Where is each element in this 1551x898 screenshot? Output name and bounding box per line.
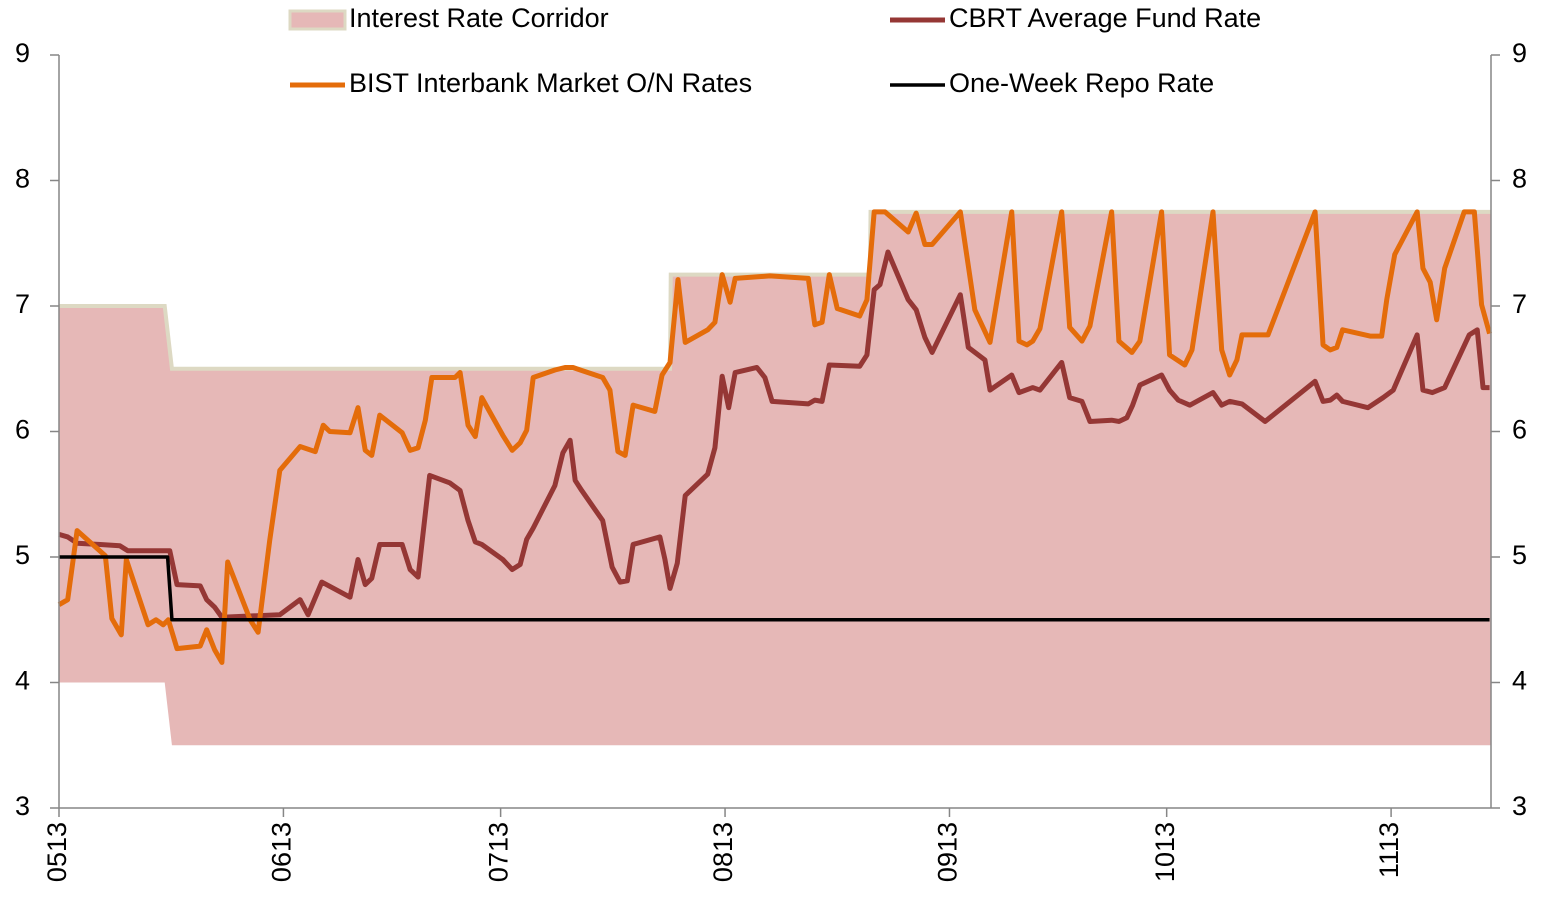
y2-tick-label: 9 [1512,38,1527,68]
series-line [58,249,1490,620]
x-tick-label: 1013 [1150,822,1180,882]
y2-tick-label: 5 [1512,540,1527,570]
y2-tick-label: 3 [1512,791,1527,821]
x-tick-label: 0713 [484,822,514,882]
x-tick-label: 1113 [1374,822,1404,878]
y-tick-label: 9 [15,38,30,68]
y-tick-label: 3 [15,791,30,821]
x-tick-label: 0813 [708,822,738,882]
y-tick-label: 8 [15,164,30,194]
x-tick-label: 0913 [933,822,963,882]
legend-label: BIST Interbank Market O/N Rates [349,68,752,98]
y-tick-label: 7 [15,289,30,319]
x-tick-label: 0613 [267,822,297,882]
corridor-edge [59,209,1491,371]
legend-swatch [288,9,347,31]
series-line [59,555,1490,622]
y2-tick-label: 8 [1512,164,1527,194]
y2-tick-label: 7 [1512,289,1527,319]
y-tick-label: 5 [15,540,30,570]
legend-label: CBRT Average Fund Rate [949,3,1261,33]
legend-label: One-Week Repo Rate [949,68,1214,98]
series-line [57,209,1492,665]
corridor-area [59,211,1491,746]
legend-label: Interest Rate Corridor [349,3,609,33]
y2-tick-label: 6 [1512,415,1527,445]
x-tick-label: 0513 [42,822,72,882]
y-tick-label: 6 [15,415,30,445]
y-tick-label: 4 [15,666,30,696]
y2-tick-label: 4 [1512,666,1527,696]
